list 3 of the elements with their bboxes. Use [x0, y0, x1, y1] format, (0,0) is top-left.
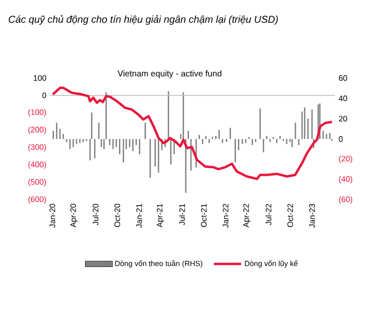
chart-title: Các quỹ chủ động cho tín hiệu giải ngân chậm lại (triệu USD) [8, 15, 278, 25]
annotation: Vietnam equity - active fund [118, 70, 222, 78]
line-series [52, 86, 334, 180]
